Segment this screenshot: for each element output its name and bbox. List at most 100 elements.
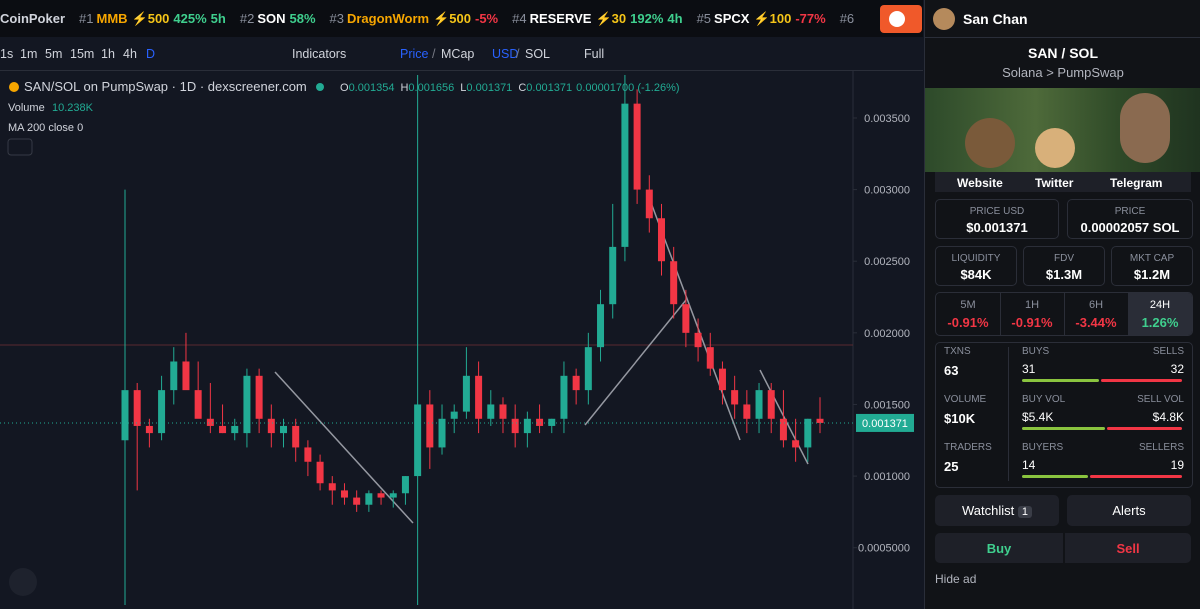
chain[interactable]: Solana <box>1002 65 1043 80</box>
sol-toggle[interactable]: SOL <box>525 47 551 61</box>
interval[interactable]: 5m <box>45 47 63 61</box>
buy-bar <box>1022 475 1088 478</box>
candle-body <box>414 404 422 477</box>
interval[interactable]: 1s <box>0 47 14 61</box>
interval[interactable]: D <box>146 47 156 61</box>
metric-card: MKT CAP $1.2M <box>1111 246 1193 286</box>
ticker-item[interactable]: #3DragonWorm500-5% <box>330 11 499 27</box>
chart: SAN/SOL on PumpSwap · 1D · dexscreener.c… <box>0 70 914 609</box>
quote: SOL <box>1069 45 1098 61</box>
ticker-item[interactable]: #2 SON 58% <box>240 11 316 26</box>
collapse-button[interactable] <box>7 138 33 156</box>
label: MKT CAP <box>1129 253 1175 264</box>
ticker-item[interactable]: #4RESERVE30 192%4h <box>512 11 682 27</box>
sell-button[interactable]: Sell <box>1065 533 1191 563</box>
timeframe[interactable]: 1H -0.91% <box>1000 293 1065 335</box>
candle-body <box>231 425 239 434</box>
hide-ad[interactable]: Hide ad <box>935 572 977 586</box>
interval[interactable]: 4h <box>123 47 137 61</box>
label: Sell <box>1116 541 1140 556</box>
alerts-button[interactable]: Alerts <box>1067 495 1191 526</box>
candle-body <box>475 375 483 419</box>
full-button[interactable]: Full <box>584 47 605 61</box>
y-tick-label: 0.001500 <box>864 399 910 411</box>
candle-body <box>694 332 702 348</box>
link[interactable]: Website <box>957 176 1003 190</box>
y-tick-label: 0.003000 <box>864 185 910 197</box>
timeframe[interactable]: 24H 1.26% <box>1128 293 1192 335</box>
rank: #6 <box>839 11 855 26</box>
timeframe-change: 1.26% <box>1141 315 1179 330</box>
candle-body <box>158 390 166 434</box>
candle-body <box>645 189 653 219</box>
token-name: SPCX <box>714 10 750 26</box>
rank: #5 <box>696 10 712 26</box>
timeframe[interactable]: 6H -3.44% <box>1064 293 1129 335</box>
candle-body <box>487 404 495 419</box>
rank: #1 <box>79 10 94 26</box>
candle-body <box>170 361 178 391</box>
candle-body <box>597 304 605 348</box>
ohlc-value: 0.001656 <box>408 82 454 94</box>
side-panel: San Chan SAN / SOL Solana > PumpSwap Web… <box>924 0 1200 609</box>
usd-toggle[interactable]: USD <box>492 47 519 61</box>
timeframe-label: 6H <box>1088 299 1104 311</box>
interval[interactable]: 15m <box>70 47 95 61</box>
candle-body <box>804 418 812 448</box>
price-card: PRICE 0.00002057 SOL <box>1067 199 1193 239</box>
candle-body <box>584 347 592 391</box>
ohlc-letter: C <box>518 82 526 94</box>
ohlc-letter: L <box>460 82 466 94</box>
brand[interactable]: CoinPoker <box>0 11 66 26</box>
interval[interactable]: 1m <box>20 47 38 61</box>
link[interactable]: Twitter <box>1035 176 1074 190</box>
trendlines <box>274 199 809 524</box>
token-name: DragonWorm <box>346 10 430 26</box>
candle-body <box>767 390 775 419</box>
price-toggle[interactable]: Price <box>400 47 429 61</box>
stats: TXNS 63 BUYS 31 SELLS 32 VOLUME $10K BUY VOL $5.4… <box>935 342 1193 488</box>
change: 425% <box>173 10 207 26</box>
volume-label: Volume <box>8 102 45 114</box>
label: LIQUIDITY <box>951 253 1001 264</box>
timeframe-change: -0.91% <box>947 315 989 330</box>
base: SAN <box>1027 45 1058 61</box>
candle-body <box>340 490 348 498</box>
candle-body <box>718 368 726 391</box>
y-tick-label: 0.002000 <box>864 328 910 340</box>
dex[interactable]: PumpSwap <box>1057 65 1124 80</box>
avatar <box>933 8 955 30</box>
boost-button[interactable] <box>880 5 922 33</box>
sell-bar <box>1106 427 1182 430</box>
timeframe-change: -0.91% <box>1011 315 1053 330</box>
token-name: SON <box>257 11 286 26</box>
volume-value: 10.238K <box>52 102 94 114</box>
timeframe[interactable]: 5M -0.91% <box>936 293 1001 335</box>
ticker-item[interactable]: #6 <box>840 11 857 26</box>
candle-body <box>304 447 312 462</box>
change: -5% <box>474 10 499 26</box>
mcap-toggle[interactable]: MCap <box>441 47 475 61</box>
indicators[interactable]: Indicators <box>292 47 347 61</box>
stat-right: 19 <box>1170 458 1184 472</box>
candle-body <box>377 493 385 498</box>
value: 0.00002057 SOL <box>1080 220 1180 235</box>
boost: 30 <box>595 11 626 26</box>
candle-body <box>121 390 129 441</box>
buy-button[interactable]: Buy <box>935 533 1063 563</box>
age: 5h <box>210 10 226 26</box>
interval[interactable]: 1h <box>101 47 115 61</box>
toolbar: 1s 1m 5m 15m 1h 4h D Indicators Price / MCap U… <box>0 38 923 71</box>
candle-body <box>755 390 763 419</box>
link[interactable]: Telegram <box>1110 176 1163 190</box>
watchlist-button[interactable]: Watchlist 1 <box>935 495 1059 526</box>
rank: #3 <box>329 10 344 26</box>
timeframe-change: -3.44% <box>1075 315 1117 330</box>
price-card: PRICE USD $0.001371 <box>935 199 1059 239</box>
candle-body <box>560 375 568 419</box>
candle-body <box>426 404 434 448</box>
ticker-item[interactable]: #5SPCX100 -77% <box>697 11 826 27</box>
